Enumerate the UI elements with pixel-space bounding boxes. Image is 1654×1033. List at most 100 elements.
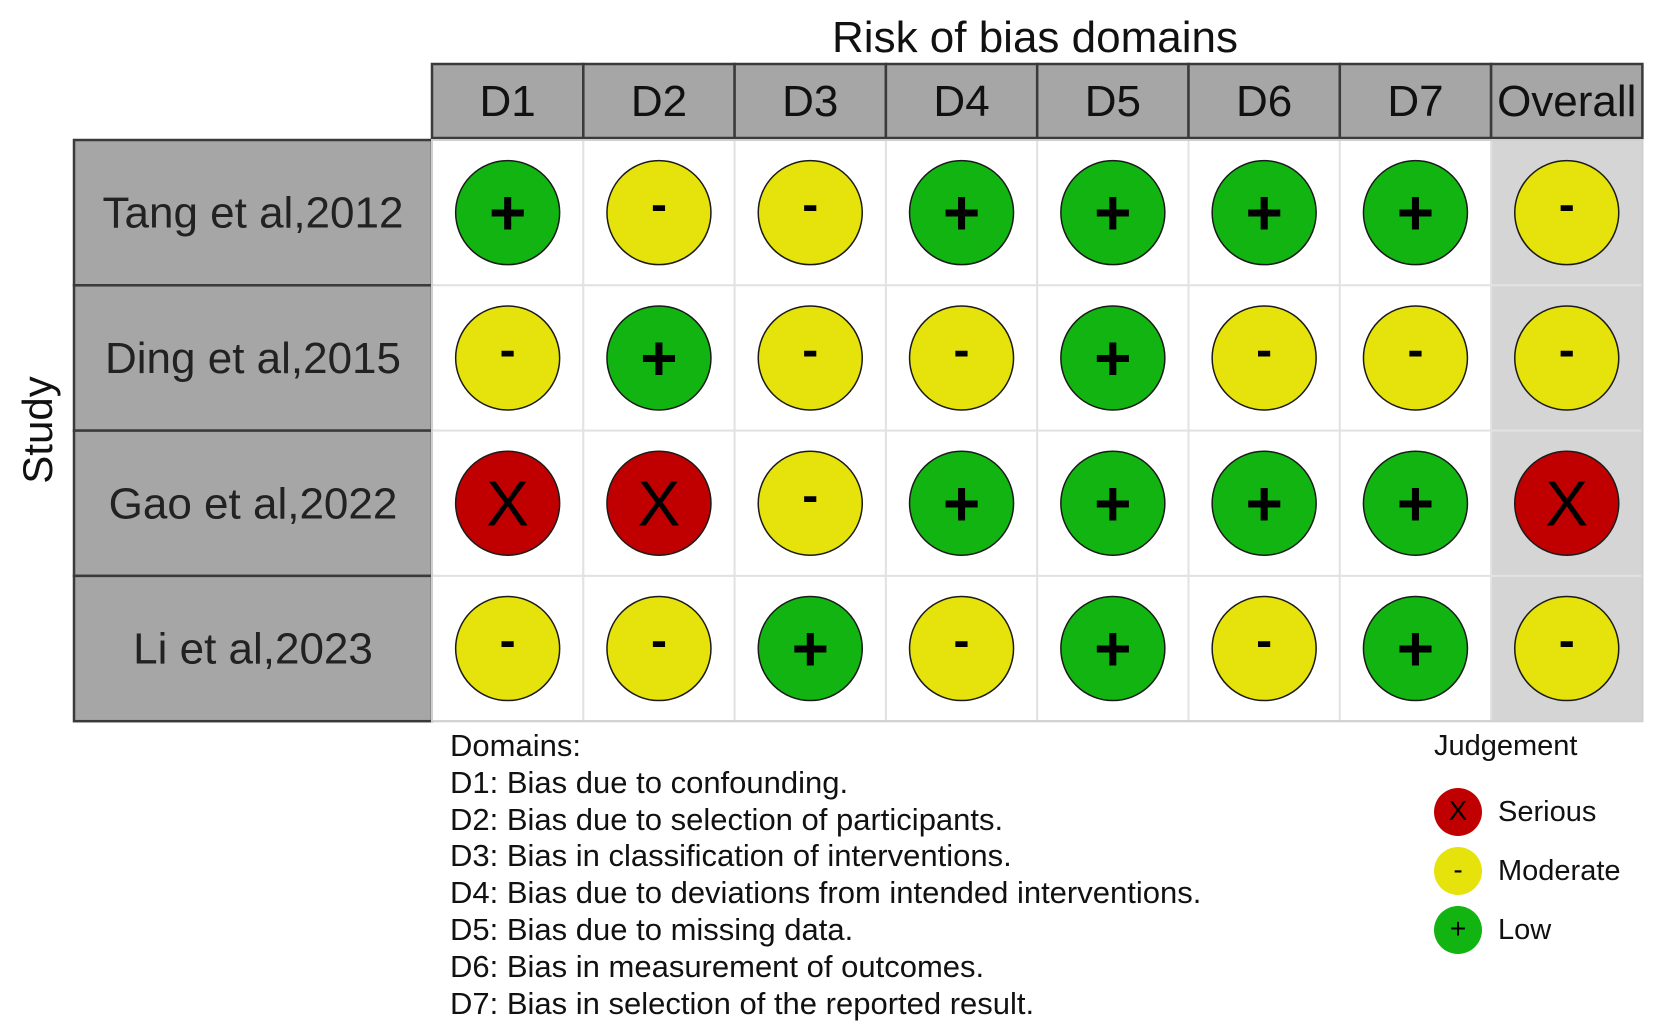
judgement-marker — [1211, 450, 1317, 556]
judgement-marker — [1060, 305, 1166, 411]
study-row-header — [72, 429, 434, 578]
legend-item-low: + Low — [1434, 906, 1654, 956]
judgement-symbol: X — [486, 467, 529, 539]
judgement-marker — [606, 159, 712, 266]
study-name: Gao et al,2022 — [109, 479, 398, 528]
judgement-symbol: + — [1397, 467, 1434, 539]
legend-symbol: + — [1449, 913, 1467, 944]
judgement-marker — [908, 595, 1015, 702]
judgement-symbol: - — [1559, 179, 1575, 232]
legend-title: Judgement — [1434, 730, 1578, 762]
judgement-marker — [454, 159, 561, 266]
judgement-symbol: - — [802, 324, 818, 377]
low-marker-icon: + — [1434, 906, 1482, 954]
column-header-cell — [1187, 62, 1342, 140]
study-name: Li et al,2023 — [133, 625, 373, 674]
judgement-marker — [1362, 305, 1469, 411]
study-name: Tang et al,2012 — [103, 189, 404, 238]
judgement-marker — [606, 595, 712, 702]
legend-item-serious: X Serious — [1434, 788, 1654, 838]
judgement-marker — [454, 595, 561, 702]
judgement-symbol: + — [1245, 177, 1282, 249]
judgement-symbol: - — [1256, 324, 1272, 377]
judgement-symbol: - — [651, 615, 667, 668]
judgement-symbol: + — [1094, 177, 1131, 249]
judgement-marker — [1060, 159, 1166, 266]
y-axis-label: Study — [14, 376, 61, 483]
column-header-label: Overall — [1497, 77, 1636, 126]
judgement-marker — [757, 159, 863, 266]
judgement-symbol: - — [802, 179, 818, 232]
domain-item-d5: D5: Bias due to missing data. — [450, 911, 854, 947]
domains-heading: Domains: — [450, 728, 581, 763]
domain-item-d1: D1: Bias due to confounding. — [450, 764, 849, 800]
judgement-symbol: + — [943, 177, 980, 249]
judgement-marker — [908, 159, 1015, 266]
judgement-symbol: - — [802, 469, 818, 522]
legend-label: Moderate — [1498, 855, 1621, 887]
judgement-marker — [1514, 450, 1620, 556]
judgement-symbol: + — [943, 467, 980, 539]
judgement-symbol: + — [640, 322, 677, 394]
judgement-marker — [1211, 159, 1317, 266]
judgement-symbol: - — [954, 615, 970, 668]
judgement-marker — [757, 305, 863, 411]
domain-item-d6: D6: Bias in measurement of outcomes. — [450, 948, 985, 984]
judgement-symbol: - — [1559, 615, 1575, 668]
domain-item-d2: D2: Bias due to selection of participant… — [450, 801, 1004, 837]
column-header-cell — [733, 62, 888, 140]
chart-title: Risk of bias domains — [832, 13, 1238, 62]
judgement-symbol: X — [1545, 467, 1588, 539]
judgement-symbol: - — [500, 615, 516, 668]
judgement-marker — [1362, 450, 1469, 556]
judgement-marker — [454, 305, 561, 411]
judgement-symbol: + — [1094, 322, 1131, 394]
judgement-marker — [1060, 450, 1166, 556]
judgement-marker — [1211, 595, 1317, 702]
judgement-marker — [757, 450, 863, 556]
study-row-header — [72, 574, 434, 723]
legend: Judgement X Serious - Moderate + Low — [1420, 730, 1650, 954]
judgement-marker — [1362, 595, 1469, 702]
judgement-symbol: - — [1407, 324, 1423, 377]
column-header-label: D4 — [933, 77, 989, 126]
judgement-symbol: - — [954, 324, 970, 377]
domain-item-d4: D4: Bias due to deviations from intended… — [450, 875, 1202, 911]
judgement-symbol: - — [1256, 615, 1272, 668]
legend-symbol: - — [1453, 854, 1463, 885]
column-header-cell — [430, 62, 585, 140]
serious-marker-icon: X — [1434, 788, 1482, 836]
judgement-marker — [454, 450, 561, 556]
judgement-symbol: + — [489, 177, 526, 249]
judgement-marker — [1514, 159, 1620, 266]
judgement-symbol: + — [792, 613, 829, 685]
domain-item-d7: D7: Bias in selection of the reported re… — [450, 985, 1035, 1021]
judgement-marker — [757, 595, 863, 702]
column-header-cell — [1489, 62, 1644, 140]
judgement-marker — [1514, 305, 1620, 411]
judgement-marker — [606, 450, 712, 556]
column-header-label: D3 — [782, 77, 838, 126]
column-header-cell — [884, 62, 1039, 140]
column-header-label: D2 — [631, 77, 687, 126]
judgement-symbol: X — [638, 467, 681, 539]
judgement-symbol: + — [1397, 613, 1434, 685]
column-header-label: D1 — [480, 77, 536, 126]
column-header-label: D7 — [1387, 77, 1443, 126]
judgement-marker — [1362, 159, 1469, 266]
judgement-marker — [1514, 595, 1620, 702]
moderate-marker-icon: - — [1434, 847, 1482, 895]
grid-frame — [431, 139, 1644, 723]
judgement-symbol: + — [1094, 467, 1131, 539]
legend-label: Low — [1498, 914, 1552, 946]
grid: D1 D2 D3 D4 D5 D6 D7 Overall Tang et al,2012 + - - +… — [72, 62, 1644, 723]
judgement-marker — [1060, 595, 1166, 702]
judgement-symbol: - — [500, 324, 516, 377]
domain-descriptions: Domains: D1: Bias due to confounding. D2… — [450, 728, 1330, 1022]
judgement-symbol: + — [1094, 613, 1131, 685]
judgement-symbol: + — [1245, 467, 1282, 539]
column-header-label: D5 — [1085, 77, 1141, 126]
legend-symbol: X — [1448, 795, 1468, 826]
legend-item-moderate: - Moderate — [1434, 847, 1654, 897]
